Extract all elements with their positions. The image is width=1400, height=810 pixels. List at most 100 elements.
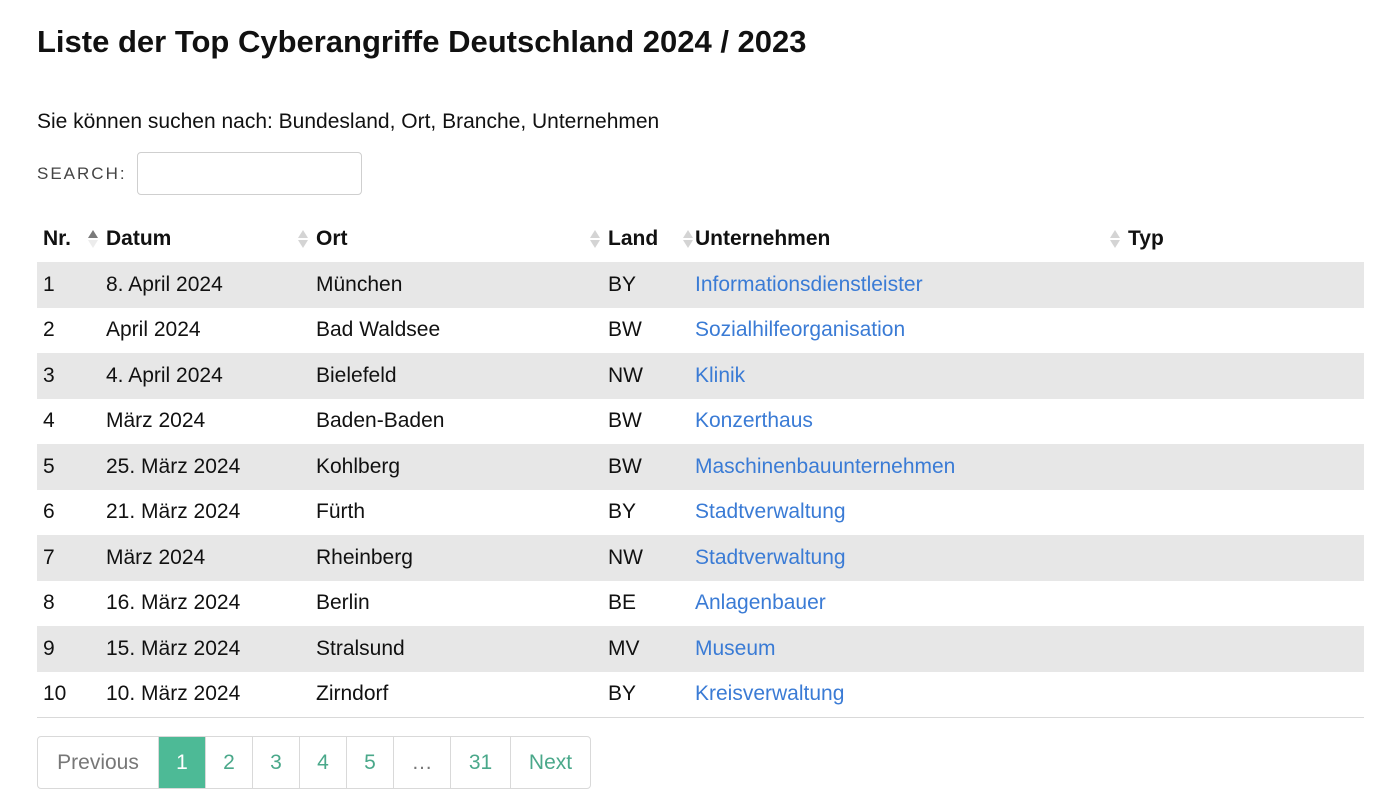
sort-ascending-icon [86, 227, 100, 251]
cell-datum: 21. März 2024 [106, 500, 241, 524]
page-1-button[interactable]: 1 [158, 737, 205, 788]
column-header-label: Nr. [43, 227, 72, 250]
cell-datum: 16. März 2024 [106, 591, 241, 615]
cell-datum: 4. April 2024 [100, 353, 310, 399]
table-row: 4 März 2024 Baden-Baden BW Konzerthaus [37, 399, 1364, 445]
cell-land: BW [608, 318, 642, 342]
column-header-label: Typ [1128, 227, 1164, 250]
table-row: 9 15. März 2024 Stralsund MV Museum [37, 626, 1364, 672]
cell-typ [1122, 626, 1364, 672]
cell-typ [1122, 262, 1364, 308]
cell-typ [1122, 353, 1364, 399]
page-31-button[interactable]: 31 [450, 737, 510, 788]
cell-ort: Kohlberg [310, 444, 602, 490]
cell-land: BY [602, 671, 689, 718]
cell-unternehmen: Sozialhilfeorganisation [689, 308, 1122, 354]
cell-ort: Fürth [316, 500, 366, 524]
sort-icon [296, 227, 310, 251]
column-header-ort[interactable]: Ort [310, 216, 602, 262]
cell-unternehmen: Informationsdienstleister [689, 262, 1122, 308]
table-row: 1 8. April 2024 München BY Informationsd… [37, 262, 1364, 308]
cell-unternehmen: Stadtverwaltung [689, 490, 1122, 536]
cell-unternehmen: Klinik [689, 353, 1122, 399]
attacks-table: Nr. Datum Ort Land Unternehmen Typ [37, 216, 1364, 718]
company-link[interactable]: Konzerthaus [695, 409, 813, 433]
cell-land: MV [602, 626, 689, 672]
pagination: Previous 1 2 3 4 5 … 31 Next [37, 736, 591, 789]
cell-nr: 6 [43, 500, 55, 524]
company-link[interactable]: Kreisverwaltung [695, 682, 845, 705]
company-link[interactable]: Informationsdienstleister [695, 272, 923, 296]
column-header-typ[interactable]: Typ [1122, 216, 1364, 262]
table-row: 3 4. April 2024 Bielefeld NW Klinik [37, 353, 1364, 399]
cell-typ [1122, 581, 1364, 627]
pagination-ellipsis: … [393, 737, 450, 788]
sort-icon [1108, 227, 1122, 251]
page-2-button[interactable]: 2 [205, 737, 252, 788]
cell-unternehmen: Museum [689, 626, 1122, 672]
table-row: 8 16. März 2024 Berlin BE Anlagenbauer [37, 581, 1364, 627]
company-link[interactable]: Maschinenbauunternehmen [695, 454, 956, 478]
cell-land: BW [602, 444, 689, 490]
column-header-land[interactable]: Land [602, 216, 693, 262]
cell-nr: 9 [37, 626, 100, 672]
cell-ort: Zirndorf [310, 671, 602, 718]
cell-ort: Rheinberg [310, 535, 602, 581]
column-header-unternehmen[interactable]: Unternehmen [689, 216, 1122, 262]
search-hint: Sie können suchen nach: Bundesland, Ort,… [37, 110, 660, 133]
next-button[interactable]: Next [510, 737, 590, 788]
column-header-datum[interactable]: Datum [100, 216, 310, 262]
cell-nr: 4 [43, 409, 55, 433]
cell-unternehmen: Anlagenbauer [689, 581, 1122, 627]
company-link[interactable]: Anlagenbauer [695, 591, 826, 615]
cell-land: BY [608, 500, 637, 524]
sort-icon [681, 227, 695, 251]
cell-ort: Baden-Baden [316, 409, 445, 433]
search-bar: SEARCH: [37, 152, 362, 195]
company-link[interactable]: Klinik [695, 363, 746, 387]
cell-land: NW [602, 353, 689, 399]
company-link[interactable]: Stadtverwaltung [695, 500, 846, 524]
cell-nr: 10 [37, 671, 100, 718]
cell-nr: 3 [37, 353, 100, 399]
company-link[interactable]: Museum [695, 636, 776, 660]
column-header-label: Land [608, 227, 659, 250]
sort-icon [588, 227, 602, 251]
cell-datum: März 2024 [100, 535, 310, 581]
cell-nr: 7 [37, 535, 100, 581]
table-row: 10 10. März 2024 Zirndorf BY Kreisverwal… [37, 671, 1364, 718]
cell-datum: 10. März 2024 [100, 671, 310, 718]
column-header-label: Ort [316, 227, 348, 250]
cell-ort: Berlin [316, 591, 370, 615]
cell-datum: März 2024 [106, 409, 206, 433]
cell-unternehmen: Maschinenbauunternehmen [689, 444, 1122, 490]
cell-datum: 25. März 2024 [100, 444, 310, 490]
cell-ort: Stralsund [310, 626, 602, 672]
cell-typ [1122, 308, 1364, 354]
cell-typ [1122, 671, 1364, 718]
cell-land: NW [602, 535, 689, 581]
cell-unternehmen: Konzerthaus [689, 399, 1122, 445]
table-row: 7 März 2024 Rheinberg NW Stadtverwaltung [37, 535, 1364, 581]
company-link[interactable]: Sozialhilfeorganisation [695, 318, 906, 342]
cell-land: BY [602, 262, 689, 308]
table-row: 2 April 2024 Bad Waldsee BW Sozialhilfeo… [37, 308, 1364, 354]
table-header-row: Nr. Datum Ort Land Unternehmen Typ [37, 216, 1364, 262]
column-header-nr[interactable]: Nr. [37, 216, 100, 262]
page-4-button[interactable]: 4 [299, 737, 346, 788]
previous-button[interactable]: Previous [57, 750, 139, 774]
cell-nr: 5 [37, 444, 100, 490]
cell-datum: 15. März 2024 [100, 626, 310, 672]
cell-typ [1122, 399, 1364, 445]
page-5-button[interactable]: 5 [346, 737, 393, 788]
cell-land: BW [608, 409, 642, 433]
search-input[interactable] [136, 152, 362, 195]
search-label: SEARCH: [37, 163, 127, 183]
cell-nr: 1 [37, 262, 100, 308]
cell-datum: 8. April 2024 [100, 262, 310, 308]
page-title: Liste der Top Cyberangriffe Deutschland … [37, 24, 807, 59]
company-link[interactable]: Stadtverwaltung [695, 545, 846, 569]
cell-ort: München [310, 262, 602, 308]
page-3-button[interactable]: 3 [252, 737, 299, 788]
cell-land: BE [608, 591, 637, 615]
